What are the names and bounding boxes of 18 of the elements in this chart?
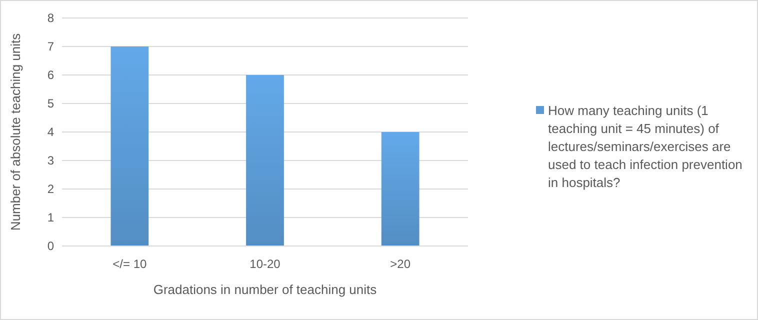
y-tick-label: 7 bbox=[47, 40, 54, 54]
y-tick-label: 4 bbox=[47, 125, 54, 139]
legend-label: How many teaching units (1 teaching unit = 45 minutes) of lectures/seminars/exercises are used to teach infection prevention in hospitals? bbox=[548, 103, 742, 190]
x-axis-title: Gradations in number of teaching units bbox=[153, 282, 378, 297]
x-tick-label: >20 bbox=[390, 257, 411, 271]
bar bbox=[381, 132, 420, 246]
y-tick-label: 8 bbox=[47, 11, 54, 25]
x-tick-label: 10-20 bbox=[250, 257, 281, 271]
bar bbox=[246, 75, 284, 246]
y-tick-label: 3 bbox=[47, 154, 54, 168]
x-tick-label: </= 10 bbox=[112, 257, 148, 271]
y-tick-label: 2 bbox=[47, 182, 54, 196]
y-tick-label: 5 bbox=[47, 96, 54, 110]
bar bbox=[110, 46, 149, 246]
y-tick-label: 1 bbox=[47, 210, 54, 224]
y-tick-label: 6 bbox=[47, 68, 54, 82]
y-tick-label: 0 bbox=[47, 239, 54, 253]
y-axis-title: Number of absolute teaching units bbox=[8, 32, 23, 231]
